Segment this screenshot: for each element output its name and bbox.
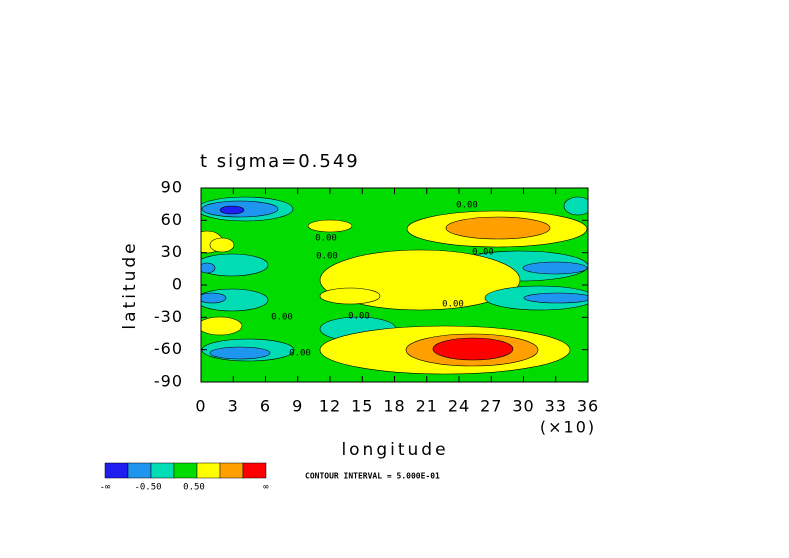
contour-region — [209, 346, 271, 360]
x-tick-label: 3 — [228, 397, 239, 416]
y-tick-label: -60 — [154, 339, 183, 358]
colorbar-box — [196, 462, 221, 479]
contour-region — [319, 287, 381, 305]
x-tick-label: 21 — [416, 397, 438, 416]
contour-label: 0.00 — [315, 234, 337, 244]
x-tick-label: 36 — [577, 397, 599, 416]
contour-label: 0.00 — [289, 349, 311, 359]
contour-region — [201, 262, 216, 274]
y-tick-label: 60 — [161, 210, 183, 229]
x-tick-label: 12 — [319, 397, 341, 416]
contour-region — [445, 216, 551, 240]
contour-label: 0.00 — [442, 300, 464, 310]
y-tick-label: -90 — [154, 372, 183, 391]
colorbar-box — [150, 462, 175, 479]
contour-label: 0.00 — [348, 312, 370, 322]
y-tick-label: -30 — [154, 307, 183, 326]
colorbar-label: 0.50 — [183, 483, 205, 493]
contour-label: 0.00 — [271, 313, 293, 323]
colorbar-box — [173, 462, 198, 479]
colorbar-label: -0.50 — [134, 483, 161, 493]
colorbar-box — [127, 462, 152, 479]
x-tick-label: 24 — [448, 397, 470, 416]
colorbar-box — [242, 462, 267, 479]
contour-label: 0.00 — [316, 252, 338, 262]
x-tick-label: 18 — [383, 397, 405, 416]
contour-region — [201, 316, 243, 336]
contour-region — [201, 253, 269, 277]
contour-region — [563, 196, 588, 216]
contour-interval: CONTOUR INTERVAL = 5.000E-01 — [305, 472, 440, 481]
contour-region — [307, 219, 353, 233]
colorbar-box — [104, 462, 129, 479]
colorbar-label: ∞ — [263, 483, 269, 493]
contour-region — [219, 205, 245, 215]
x-tick-label: 30 — [512, 397, 534, 416]
y-axis-label: latitude — [120, 240, 140, 329]
colorbar-label: -∞ — [100, 483, 111, 493]
x-scale-label: (×10) — [540, 418, 596, 437]
x-tick-label: 15 — [351, 397, 373, 416]
x-axis-label: longitude — [341, 440, 448, 460]
x-tick-label: 27 — [480, 397, 502, 416]
colorbar-box — [219, 462, 244, 479]
contour-region — [432, 337, 514, 361]
x-tick-label: 0 — [195, 397, 206, 416]
contour-label: 0.00 — [472, 248, 494, 258]
x-tick-label: 6 — [260, 397, 271, 416]
contour-region — [209, 237, 235, 253]
contour-field — [201, 188, 588, 382]
y-tick-label: 90 — [161, 178, 183, 197]
x-tick-label: 33 — [545, 397, 567, 416]
contour-region — [522, 261, 588, 275]
contour-region — [523, 292, 588, 304]
y-tick-label: 0 — [172, 275, 183, 294]
x-tick-label: 9 — [292, 397, 303, 416]
contour-region — [201, 292, 227, 304]
y-tick-label: 30 — [161, 242, 183, 261]
chart-title: t sigma=0.549 — [200, 151, 360, 172]
contour-label: 0.00 — [456, 201, 478, 211]
